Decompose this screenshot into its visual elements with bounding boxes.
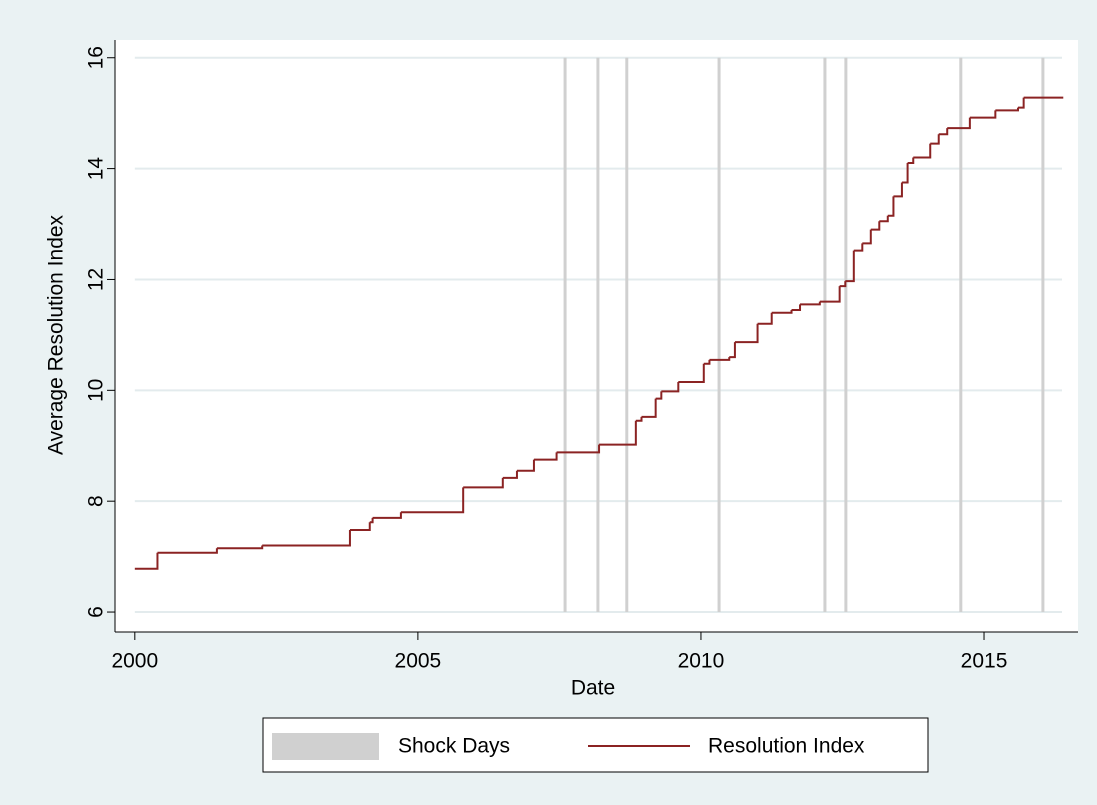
step-segment bbox=[678, 363, 705, 384]
y-tick-label: 12 bbox=[85, 268, 108, 291]
legend-label: Resolution Index bbox=[708, 735, 865, 758]
step-segment bbox=[463, 477, 504, 489]
x-tick-label: 2015 bbox=[961, 650, 1008, 673]
step-segment bbox=[599, 420, 637, 446]
step-segment bbox=[853, 243, 864, 252]
step-segment bbox=[845, 250, 855, 283]
step-segment bbox=[893, 182, 903, 198]
legend-swatch bbox=[272, 733, 379, 760]
x-tick-label: 2005 bbox=[395, 650, 442, 673]
step-segment bbox=[369, 517, 374, 524]
step-segment bbox=[791, 304, 802, 311]
step-segment bbox=[938, 128, 949, 136]
step-segment bbox=[901, 163, 909, 184]
x-tick-label: 2010 bbox=[678, 650, 725, 673]
legend-label: Shock Days bbox=[398, 735, 510, 758]
step-segment bbox=[533, 452, 558, 461]
y-tick-label: 10 bbox=[85, 379, 108, 402]
step-segment bbox=[729, 342, 736, 359]
step-segment bbox=[947, 117, 971, 130]
step-segment bbox=[907, 157, 915, 165]
step-segment bbox=[930, 134, 940, 145]
step-segment bbox=[879, 215, 889, 223]
step-segment bbox=[134, 552, 159, 570]
step-segment bbox=[862, 229, 872, 245]
step-segment bbox=[703, 359, 711, 365]
step-segment bbox=[913, 143, 932, 159]
step-segment bbox=[502, 470, 518, 479]
y-tick-label: 14 bbox=[85, 157, 108, 181]
step-segment bbox=[839, 281, 847, 288]
step-segment bbox=[400, 487, 465, 514]
step-segment bbox=[157, 548, 218, 554]
y-tick-label: 6 bbox=[85, 606, 108, 618]
step-segment bbox=[349, 522, 371, 532]
x-axis-label: Date bbox=[571, 677, 615, 700]
step-segment bbox=[372, 512, 402, 519]
step-segment bbox=[709, 357, 731, 361]
step-segment bbox=[655, 391, 663, 400]
y-tick-label: 8 bbox=[85, 495, 108, 507]
step-segment bbox=[757, 312, 773, 325]
step-segment bbox=[734, 323, 759, 344]
step-segment bbox=[870, 221, 881, 231]
step-segment bbox=[969, 110, 997, 119]
step-segment bbox=[800, 301, 821, 306]
step-segment bbox=[1017, 97, 1025, 109]
step-segment bbox=[771, 309, 793, 314]
step-segment bbox=[887, 196, 895, 217]
step-segment bbox=[819, 286, 841, 303]
step-segment bbox=[516, 459, 535, 472]
step-segment bbox=[635, 416, 643, 422]
step-segment bbox=[262, 530, 351, 547]
step-segment bbox=[661, 382, 680, 393]
y-axis-label: Average Resolution Index bbox=[45, 214, 68, 455]
x-tick-label: 2000 bbox=[111, 650, 158, 673]
step-segment bbox=[641, 398, 657, 418]
step-segment bbox=[556, 444, 601, 454]
y-tick-label: 16 bbox=[85, 46, 108, 69]
